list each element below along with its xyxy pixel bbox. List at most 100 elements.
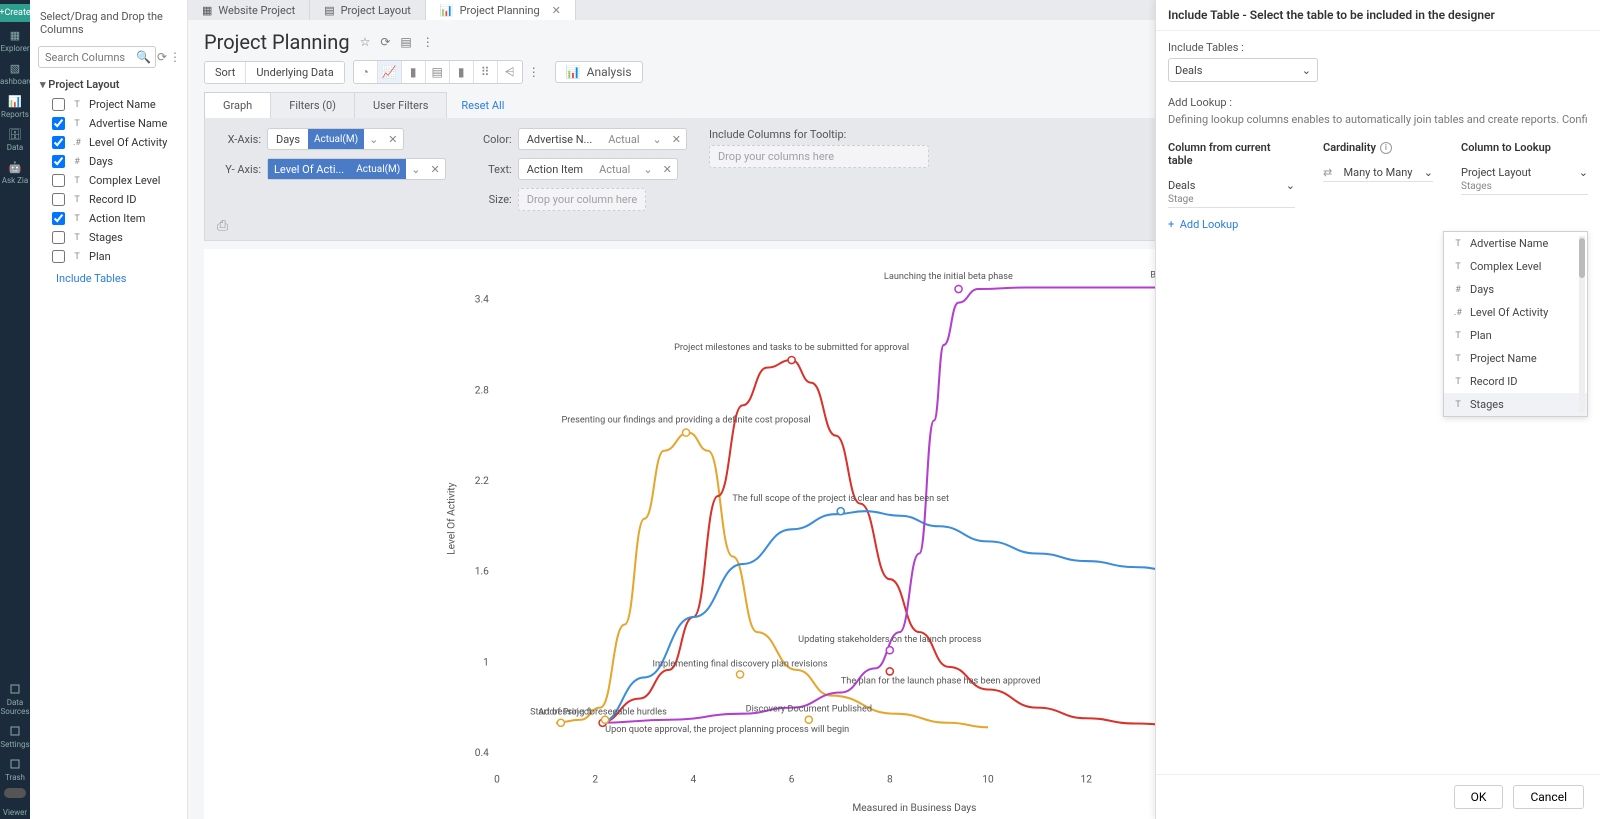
include-tables-link[interactable]: Include Tables <box>30 266 187 291</box>
column-action-item[interactable]: TAction Item <box>30 209 187 228</box>
tab-project-layout[interactable]: ▤Project Layout <box>310 0 426 20</box>
column-checkbox[interactable] <box>52 155 65 168</box>
x-axis-pill[interactable]: Days Actual(M) ⌄ ✕ <box>267 128 404 150</box>
dd-item-plan[interactable]: TPlan <box>1444 324 1587 347</box>
columns-panel: Select/Drag and Drop the Columns 🔍 ⟳ ⋮ P… <box>30 0 188 819</box>
rail-item-data[interactable]: 🗄Data <box>0 121 30 154</box>
subtab-filters[interactable]: Filters (0) <box>270 92 355 118</box>
column-checkbox[interactable] <box>52 117 65 130</box>
page-more-icon[interactable]: ⋮ <box>422 35 434 49</box>
column-plan[interactable]: TPlan <box>30 247 187 266</box>
scatter-icon[interactable]: ⠿ <box>474 61 498 83</box>
dd-item-project-name[interactable]: TProject Name <box>1444 347 1587 370</box>
rail-item-reports[interactable]: 📊Reports <box>0 88 30 121</box>
lookup-column-select[interactable]: Project Layout Stages ⌄ <box>1461 164 1588 195</box>
search-icon[interactable]: 🔍 <box>136 50 151 64</box>
y-axis-pill[interactable]: Level Of Acti... Actual(M) ⌄ ✕ <box>267 158 446 180</box>
close-icon[interactable]: ✕ <box>667 133 686 146</box>
cardinality-select[interactable]: ⇄ Many to Many ⌄ <box>1323 164 1433 182</box>
column-stages[interactable]: TStages <box>30 228 187 247</box>
combo-icon[interactable]: ⩤ <box>498 61 522 83</box>
rail-viewer[interactable]: Viewer <box>0 802 30 819</box>
text-pill[interactable]: Action Item Actual ⌄ ✕ <box>518 158 678 180</box>
bar-icon[interactable]: ▮ <box>402 61 426 83</box>
pie-icon[interactable]: ◔ <box>354 61 378 83</box>
tree-title[interactable]: Project Layout <box>30 72 187 95</box>
stacked-icon[interactable]: ▮ <box>450 61 474 83</box>
column-record-id[interactable]: TRecord ID <box>30 190 187 209</box>
column-checkbox[interactable] <box>52 250 65 263</box>
viewer-toggle[interactable] <box>4 788 26 798</box>
close-icon[interactable]: ✕ <box>383 133 402 146</box>
rail-item-settings[interactable]: Settings <box>0 718 30 751</box>
subtab-userfilters[interactable]: User Filters <box>354 92 447 118</box>
column-project-name[interactable]: TProject Name <box>30 95 187 114</box>
column-checkbox[interactable] <box>52 231 65 244</box>
chart-icon: 📊 <box>440 4 454 17</box>
column-checkbox[interactable] <box>52 136 65 149</box>
dd-item-record-id[interactable]: TRecord ID <box>1444 370 1587 393</box>
current-column-select[interactable]: Deals Stage ⌄ <box>1168 177 1295 208</box>
svg-text:Discovery Document Published: Discovery Document Published <box>746 705 872 715</box>
dd-item-days[interactable]: #Days <box>1444 278 1587 301</box>
star-icon[interactable]: ☆ <box>360 35 371 49</box>
underlying-data-button[interactable]: Underlying Data <box>246 62 343 83</box>
chart-type-picker[interactable]: ◔ 📈 ▮ ▤ ▮ ⠿ ⩤ <box>353 60 523 84</box>
close-icon[interactable]: ✕ <box>552 4 561 17</box>
chevron-down-icon[interactable]: ⌄ <box>406 163 425 176</box>
tab-project-planning[interactable]: 📊Project Planning✕ <box>426 0 576 20</box>
table-icon: ▤ <box>324 4 334 17</box>
column-advertise-name[interactable]: TAdvertise Name <box>30 114 187 133</box>
rail-item-ashboards[interactable]: ▧ashboards <box>0 55 30 88</box>
add-lookup-link[interactable]: + Add Lookup <box>1168 218 1295 231</box>
column-checkbox[interactable] <box>52 193 65 206</box>
dd-item-level-of-activity[interactable]: .#Level Of Activity <box>1444 301 1587 324</box>
create-button[interactable]: + Create <box>0 4 30 22</box>
lookup-help: Defining lookup columns enables to autom… <box>1168 113 1588 127</box>
close-icon[interactable]: ✕ <box>658 163 677 176</box>
reset-all-link[interactable]: Reset All <box>461 99 504 112</box>
sort-button[interactable]: Sort <box>205 62 246 83</box>
columns-more-icon[interactable]: ⋮ <box>169 50 181 64</box>
lookup-table: Project Layout <box>1461 166 1531 179</box>
line-icon[interactable]: 📈 <box>378 61 402 83</box>
reload-icon[interactable]: ⟳ <box>380 35 390 49</box>
column-checkbox[interactable] <box>52 174 65 187</box>
col-current-head: Column from current table <box>1168 141 1295 167</box>
rail-item-ask zia[interactable]: 🤖Ask Zia <box>0 154 30 187</box>
svg-text:2.2: 2.2 <box>475 476 489 487</box>
close-icon[interactable]: ✕ <box>426 163 445 176</box>
analysis-button[interactable]: 📊 Analysis <box>555 61 643 83</box>
column-checkbox[interactable] <box>52 212 65 225</box>
hbar-icon[interactable]: ▤ <box>426 61 450 83</box>
rail-item-data-sources[interactable]: Data Sources <box>0 676 30 718</box>
svg-text:Upon quote approval, the proje: Upon quote approval, the project plannin… <box>605 725 849 735</box>
chevron-down-icon[interactable]: ⌄ <box>364 133 383 146</box>
refresh-icon[interactable]: ⟳ <box>157 50 167 64</box>
include-tables-select[interactable]: Deals ⌄ <box>1168 58 1318 82</box>
dd-item-advertise-name[interactable]: TAdvertise Name <box>1444 232 1587 255</box>
chevron-down-icon[interactable]: ⌄ <box>638 163 657 176</box>
column-checkbox[interactable] <box>52 98 65 111</box>
svg-text:2.8: 2.8 <box>475 385 489 396</box>
rail-item-trash[interactable]: Trash <box>0 751 30 784</box>
chart-type-more-icon[interactable]: ⋮ <box>523 65 545 79</box>
tab-website-project[interactable]: ▦Website Project <box>188 0 310 20</box>
column-days[interactable]: #Days <box>30 152 187 171</box>
size-dropzone[interactable]: Drop your column here <box>518 188 647 211</box>
info-icon[interactable]: i <box>1380 142 1392 154</box>
dd-item-complex-level[interactable]: TComplex Level <box>1444 255 1587 278</box>
column-complex-level[interactable]: TComplex Level <box>30 171 187 190</box>
color-pill[interactable]: Advertise N... Actual ⌄ ✕ <box>518 128 687 150</box>
subtab-graph[interactable]: Graph <box>204 92 271 118</box>
chevron-down-icon[interactable]: ⌄ <box>648 133 667 146</box>
ok-button[interactable]: OK <box>1454 785 1504 809</box>
tooltip-dropzone[interactable]: Drop your columns here <box>709 145 929 168</box>
save-icon[interactable]: ▤ <box>400 35 411 49</box>
axis-settings-icon[interactable]: ⎙ <box>217 188 446 234</box>
column-level-of-activity[interactable]: .#Level Of Activity <box>30 133 187 152</box>
current-table: Deals <box>1168 179 1195 192</box>
rail-item-explorer[interactable]: ▦Explorer <box>0 22 30 55</box>
dd-item-stages[interactable]: TStages <box>1444 393 1587 416</box>
cancel-button[interactable]: Cancel <box>1513 785 1584 809</box>
